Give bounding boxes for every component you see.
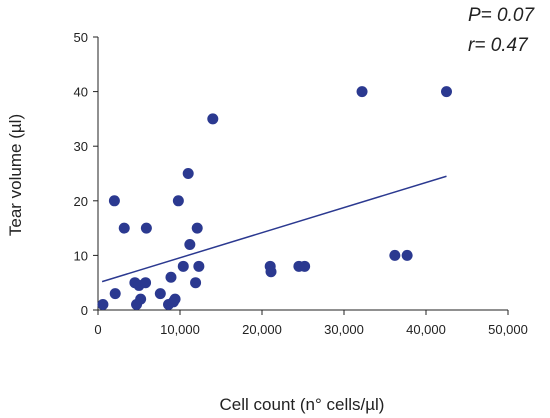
x-tick-label: 30,000 [324,322,364,337]
data-point [109,288,121,300]
data-point [207,113,219,125]
data-point [182,168,194,179]
data-point [165,271,177,283]
y-tick-label: 10 [74,248,88,263]
data-point [299,260,311,272]
data-point [389,249,401,261]
y-tick-label: 20 [74,194,88,209]
y-tick-label: 50 [74,30,88,45]
data-point [172,195,184,207]
data-point [265,266,277,278]
data-point [140,277,152,289]
x-tick-label: 50,000 [488,322,528,337]
data-point [190,277,202,289]
y-axis-title: Tear volume (µl) [6,114,25,236]
y-tick-label: 40 [74,85,88,100]
data-point [135,293,147,305]
data-point [193,260,205,272]
x-tick-label: 10,000 [160,322,200,337]
y-ticks: 0 10 20 30 40 50 [74,30,98,318]
data-points [97,86,452,311]
x-axis-title: Cell count (n° cells/µl) [220,395,385,414]
x-ticks: 0 10,000 20,000 30,000 40,000 50,000 [94,310,528,337]
y-tick-label: 30 [74,139,88,154]
data-point [184,238,196,250]
x-tick-label: 0 [94,322,101,337]
trend-line [101,175,447,283]
data-point [140,222,152,234]
data-point [356,86,368,98]
data-point [401,249,413,261]
data-point [118,222,130,234]
y-tick-label: 0 [81,303,88,318]
data-point [177,260,189,272]
data-point [441,86,452,98]
data-point [97,299,109,311]
data-point [154,288,166,300]
x-tick-label: 40,000 [406,322,446,337]
x-tick-label: 20,000 [242,322,282,337]
data-point [191,222,203,234]
data-point [108,195,120,207]
data-point [169,293,181,305]
axes [97,37,508,311]
p-value-annotation: P= 0.07 [468,5,535,26]
r-value-annotation: r= 0.47 [468,35,529,56]
